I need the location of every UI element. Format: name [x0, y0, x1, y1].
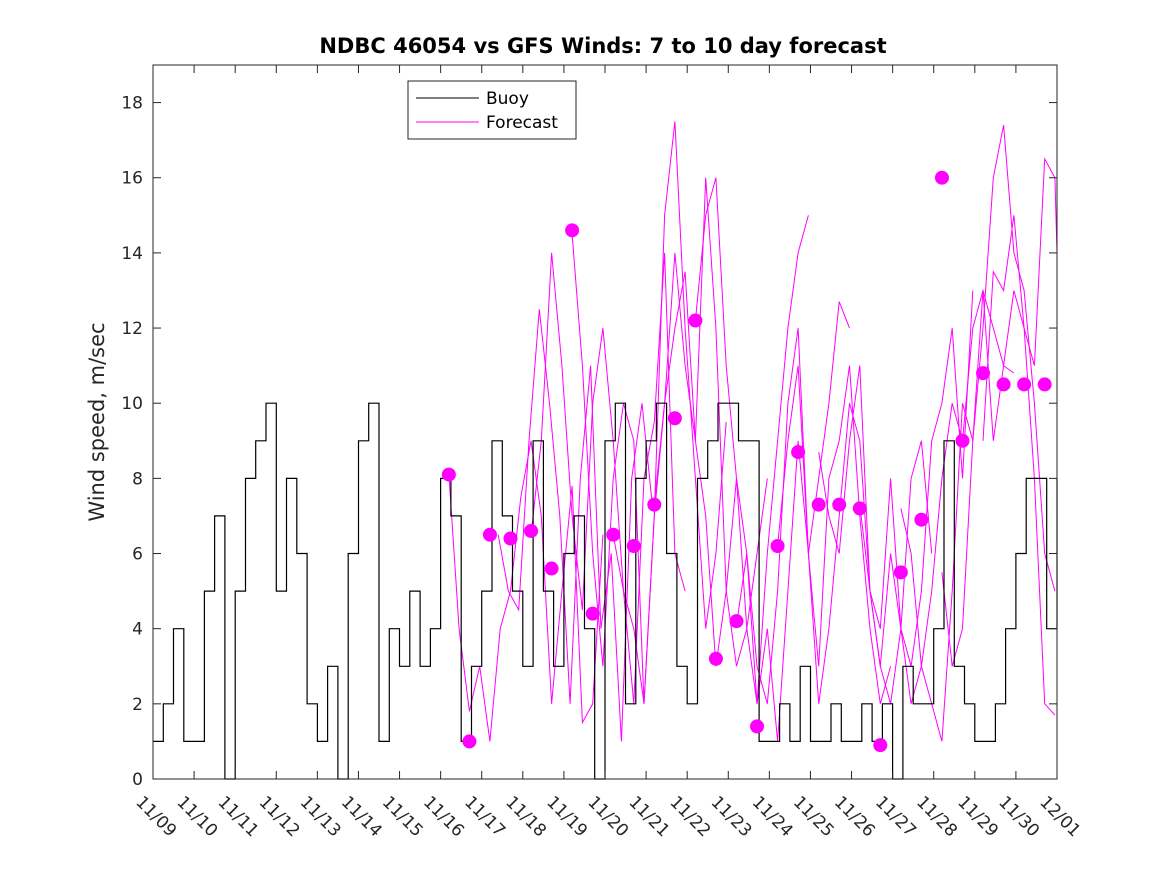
- forecast-marker: [688, 313, 703, 328]
- y-tick-label: 16: [121, 169, 143, 189]
- x-tick-label: 11/26: [830, 792, 879, 841]
- forecast-marker: [708, 651, 723, 666]
- y-tick-label: 4: [132, 620, 143, 640]
- x-tick-label: 12/01: [1035, 792, 1084, 841]
- forecast-marker: [914, 512, 929, 527]
- forecast-line: [653, 215, 809, 704]
- x-tick-label: 11/28: [912, 792, 961, 841]
- forecast-line: [818, 290, 974, 667]
- forecast-line: [859, 288, 1015, 704]
- y-tick-label: 8: [132, 469, 143, 489]
- forecast-marker: [791, 445, 806, 460]
- x-tick-label: 11/16: [419, 792, 468, 841]
- forecast-marker: [524, 523, 539, 538]
- x-tick-label: 11/15: [378, 792, 427, 841]
- forecast-marker: [852, 501, 867, 516]
- forecast-line: [530, 252, 686, 704]
- y-tick-label: 0: [132, 770, 143, 790]
- forecast-marker: [1037, 377, 1052, 392]
- y-tick-label: 12: [121, 319, 143, 339]
- x-tick-label: 11/30: [994, 792, 1043, 841]
- forecast-marker: [544, 561, 559, 576]
- buoy-line: [153, 402, 1058, 780]
- x-tick-label: 11/09: [131, 792, 180, 841]
- forecast-marker: [647, 497, 662, 512]
- chart-title: NDBC 46054 vs GFS Winds: 7 to 10 day for…: [319, 34, 886, 58]
- forecast-marker: [934, 170, 949, 185]
- x-tick-label: 11/24: [748, 792, 797, 841]
- forecast-marker: [770, 539, 785, 554]
- legend: Buoy Forecast: [407, 80, 577, 140]
- x-tick-label: 11/29: [953, 792, 1002, 841]
- forecast-marker: [729, 614, 744, 629]
- forecast-line: [982, 157, 1058, 441]
- x-tick-label: 11/17: [460, 792, 509, 841]
- x-tick-label: 11/20: [583, 792, 632, 841]
- forecast-line: [497, 309, 653, 742]
- forecast-marker: [893, 565, 908, 580]
- x-tick-label: 11/27: [871, 792, 920, 841]
- x-tick-label: 11/10: [173, 792, 222, 841]
- y-axis-label: Wind speed, m/sec: [85, 322, 109, 521]
- x-tick-label: 11/19: [542, 792, 591, 841]
- forecast-marker: [873, 738, 888, 753]
- forecast-marker: [750, 719, 765, 734]
- forecast-marker: [832, 497, 847, 512]
- forecast-marker: [996, 377, 1011, 392]
- forecast-line: [694, 177, 850, 742]
- x-tick-label: 11/23: [707, 792, 756, 841]
- forecast-marker: [811, 497, 826, 512]
- forecast-marker: [462, 734, 477, 749]
- forecast-line: [612, 177, 768, 704]
- x-tick-label: 11/21: [625, 792, 674, 841]
- x-tick-label: 11/12: [255, 792, 304, 841]
- forecast-marker: [1017, 377, 1032, 392]
- legend-label-forecast: Forecast: [486, 113, 558, 133]
- forecast-marker: [565, 223, 580, 238]
- y-tick-label: 6: [132, 545, 143, 565]
- forecast-marker: [441, 467, 456, 482]
- legend-label-buoy: Buoy: [486, 89, 529, 109]
- series-layer: [153, 121, 1058, 780]
- x-tick-label: 11/11: [214, 792, 263, 841]
- forecast-marker: [585, 606, 600, 621]
- x-tick-label: 11/25: [789, 792, 838, 841]
- forecast-marker: [667, 411, 682, 426]
- forecast-marker: [626, 539, 641, 554]
- forecast-marker: [976, 366, 991, 381]
- forecast-line: [941, 290, 1056, 716]
- forecast-marker: [955, 433, 970, 448]
- x-tick-label: 11/22: [666, 792, 715, 841]
- y-tick-label: 18: [121, 94, 143, 114]
- forecast-marker: [482, 527, 497, 542]
- x-tick-label: 11/13: [296, 792, 345, 841]
- forecast-line: [777, 365, 933, 704]
- x-tick-label: 11/18: [501, 792, 550, 841]
- legend-box: [407, 80, 577, 140]
- forecast-marker: [606, 527, 621, 542]
- y-tick-label: 10: [121, 394, 143, 414]
- forecast-line: [736, 328, 892, 704]
- y-tick-label: 2: [132, 695, 143, 715]
- forecast-line: [448, 440, 604, 742]
- x-tick-label: 11/14: [337, 792, 386, 841]
- forecast-marker: [503, 531, 518, 546]
- y-tick-label: 14: [121, 244, 143, 264]
